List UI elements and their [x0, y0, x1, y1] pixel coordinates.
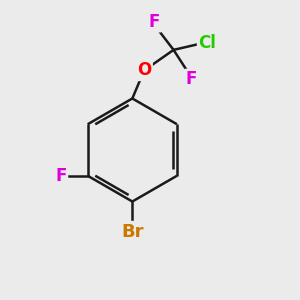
Text: O: O — [137, 61, 151, 80]
Text: Br: Br — [121, 223, 144, 241]
Text: F: F — [55, 167, 67, 185]
Text: F: F — [185, 70, 197, 88]
Text: Cl: Cl — [199, 34, 216, 52]
Text: F: F — [149, 13, 160, 31]
